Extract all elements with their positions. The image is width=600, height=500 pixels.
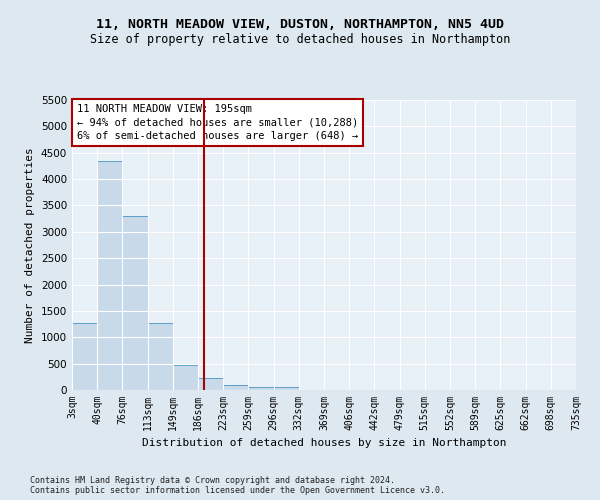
Bar — [223, 386, 248, 390]
Text: 11 NORTH MEADOW VIEW: 195sqm
← 94% of detached houses are smaller (10,288)
6% of: 11 NORTH MEADOW VIEW: 195sqm ← 94% of de… — [77, 104, 358, 141]
X-axis label: Distribution of detached houses by size in Northampton: Distribution of detached houses by size … — [142, 438, 506, 448]
Bar — [97, 161, 122, 390]
Text: Size of property relative to detached houses in Northampton: Size of property relative to detached ho… — [90, 32, 510, 46]
Bar — [274, 388, 299, 390]
Y-axis label: Number of detached properties: Number of detached properties — [25, 147, 35, 343]
Bar — [72, 323, 97, 390]
Text: 11, NORTH MEADOW VIEW, DUSTON, NORTHAMPTON, NN5 4UD: 11, NORTH MEADOW VIEW, DUSTON, NORTHAMPT… — [96, 18, 504, 30]
Bar — [248, 387, 274, 390]
Bar — [148, 322, 173, 390]
Bar — [173, 364, 198, 390]
Bar — [122, 216, 148, 390]
Text: Contains HM Land Registry data © Crown copyright and database right 2024.
Contai: Contains HM Land Registry data © Crown c… — [30, 476, 445, 495]
Bar — [198, 378, 223, 390]
